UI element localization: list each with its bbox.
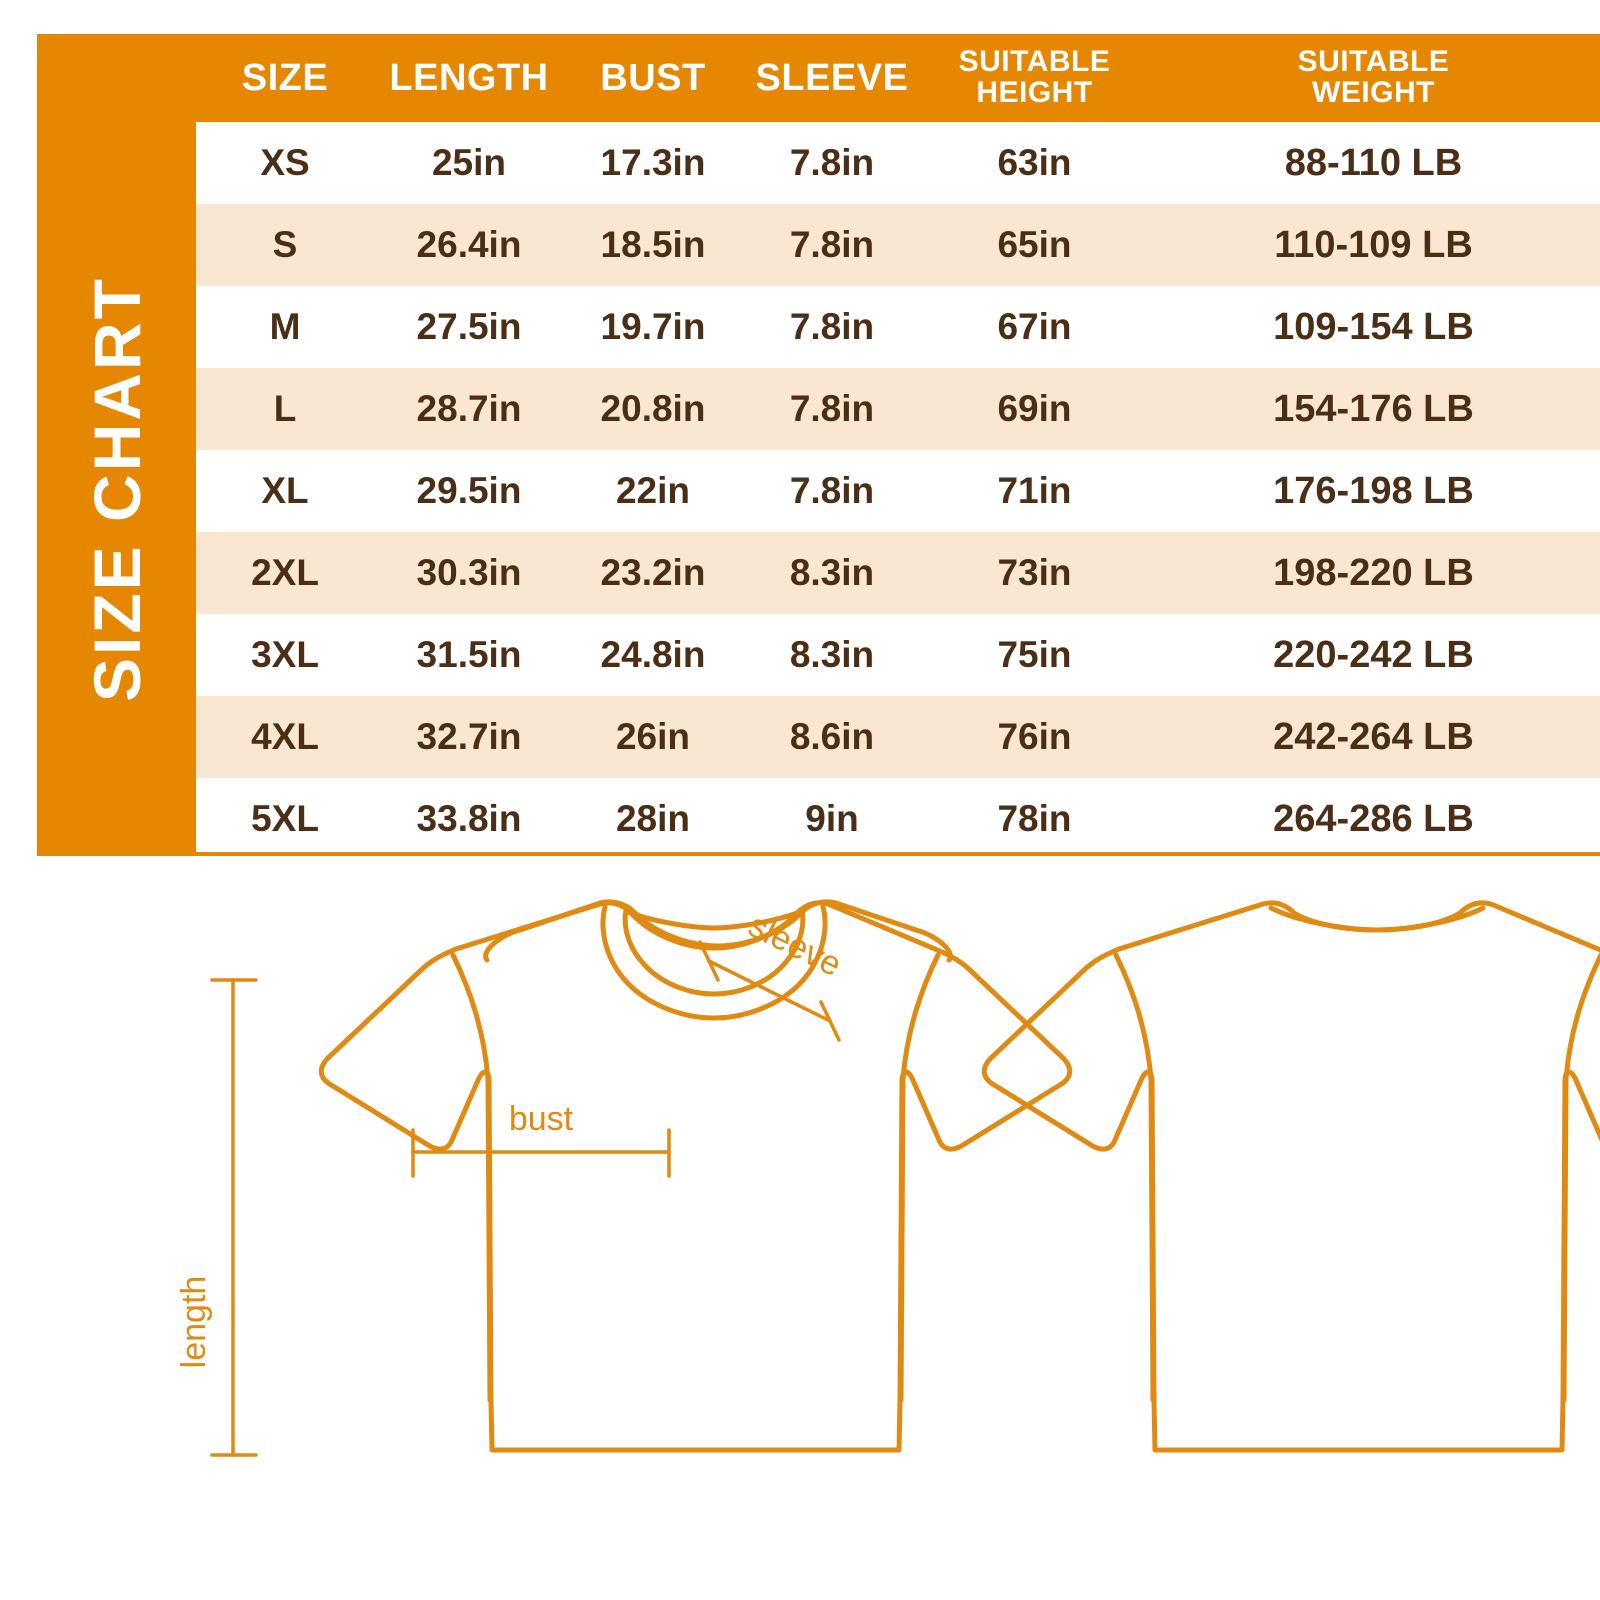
column-header-size: SIZE [241, 56, 329, 99]
length-label: length [175, 1276, 213, 1369]
sleeve-tick-end [819, 1000, 841, 1042]
cell-sleeve: 8.3in [789, 552, 875, 593]
cell-size: 3XL [251, 634, 319, 675]
cell-suitable-height: 67in [997, 306, 1072, 347]
cell-size: L [273, 388, 297, 429]
column-header-bust: BUST [600, 56, 706, 99]
table-row: 5XL 33.8in 28in 9in 78in 264-286 LB [196, 778, 1600, 860]
table-body: XS 25in 17.3in 7.8in 63in 88-110 LB S 26.4in 18.… [196, 122, 1600, 860]
tshirt-front-neckline-inner [622, 907, 806, 997]
tshirt-front-outline [483, 899, 953, 963]
cell-suitable-weight: 220-242 LB [1273, 633, 1474, 676]
tshirt-back-right-armhole-seam [1561, 952, 1600, 1403]
column-header-suitable-weight-line1: SUITABLE [1297, 45, 1450, 79]
cell-length: 31.5in [416, 634, 522, 675]
column-header-length: LENGTH [389, 56, 549, 99]
table-row: XL 29.5in 22in 7.8in 71in 176-198 LB [196, 450, 1600, 532]
cell-suitable-height: 65in [997, 224, 1072, 265]
side-label-background [37, 34, 196, 856]
cell-bust: 24.8in [600, 634, 706, 675]
cell-suitable-height: 75in [997, 634, 1072, 675]
cell-bust: 18.5in [600, 224, 706, 265]
table-row: L 28.7in 20.8in 7.8in 69in 154-176 LB [196, 368, 1600, 450]
column-header-suitable-height: SUITABLE HEIGHT [922, 47, 1147, 108]
tshirt-front-right-armhole-seam [898, 952, 941, 1403]
cell-bust: 20.8in [600, 388, 706, 429]
size-chart-vertical-label: SIZE CHART [37, 122, 196, 856]
cell-size: 2XL [251, 552, 319, 593]
cell-sleeve: 7.8in [789, 224, 875, 265]
cell-size: 4XL [251, 716, 319, 757]
cell-sleeve: 7.8in [789, 388, 875, 429]
cell-sleeve: 9in [805, 798, 859, 839]
tshirt-measurement-diagram: sleeve bust length [0, 880, 1600, 1600]
cell-size: 5XL [251, 798, 319, 839]
cell-sleeve: 7.8in [789, 142, 875, 183]
sleeve-dimension-line [707, 959, 832, 1023]
cell-suitable-weight: 198-220 LB [1273, 551, 1474, 594]
tshirt-back-left-armhole-seam [1113, 952, 1156, 1403]
tshirt-front-left-armhole-seam [450, 952, 493, 1403]
cell-sleeve: 7.8in [789, 306, 875, 347]
cell-length: 29.5in [416, 470, 522, 511]
table-row: 2XL 30.3in 23.2in 8.3in 73in 198-220 LB [196, 532, 1600, 614]
cell-suitable-weight: 88-110 LB [1284, 141, 1463, 184]
column-header-suitable-weight-line2: WEIGHT [1312, 76, 1435, 109]
column-header-suitable-weight: SUITABLE WEIGHT [1147, 47, 1600, 108]
tshirt-front-collar-band [625, 909, 803, 931]
cell-suitable-weight: 242-264 LB [1273, 715, 1474, 758]
cell-suitable-height: 78in [997, 798, 1072, 839]
tshirt-back-silhouette [981, 900, 1600, 1453]
cell-suitable-weight: 176-198 LB [1273, 469, 1474, 512]
cell-size: XS [260, 142, 310, 183]
bust-label: bust [509, 1100, 574, 1138]
cell-length: 32.7in [416, 716, 522, 757]
cell-length: 28.7in [416, 388, 522, 429]
table-bottom-rule [196, 852, 1600, 856]
cell-length: 25in [431, 142, 507, 183]
cell-bust: 22in [615, 470, 691, 511]
cell-suitable-weight: 264-286 LB [1273, 797, 1474, 840]
cell-suitable-height: 63in [997, 142, 1072, 183]
table-row: XS 25in 17.3in 7.8in 63in 88-110 LB [196, 122, 1600, 204]
table-header-row: SIZE LENGTH BUST SLEEVE SUITABLE HEIGHT … [196, 34, 1600, 122]
cell-length: 27.5in [416, 306, 522, 347]
column-header-sleeve: SLEEVE [755, 56, 909, 99]
cell-sleeve: 8.6in [789, 716, 875, 757]
cell-bust: 28in [615, 798, 691, 839]
cell-suitable-weight: 109-154 LB [1273, 305, 1474, 348]
column-header-suitable-height-line2: HEIGHT [976, 76, 1093, 109]
cell-bust: 23.2in [600, 552, 706, 593]
cell-size: M [269, 306, 301, 347]
cell-length: 33.8in [416, 798, 522, 839]
sleeve-tick-start [698, 940, 720, 982]
cell-suitable-weight: 154-176 LB [1273, 387, 1474, 430]
cell-sleeve: 8.3in [789, 634, 875, 675]
cell-length: 30.3in [416, 552, 522, 593]
table-row: 3XL 31.5in 24.8in 8.3in 75in 220-242 LB [196, 614, 1600, 696]
size-table: SIZE LENGTH BUST SLEEVE SUITABLE HEIGHT … [196, 34, 1600, 860]
table-row: 4XL 32.7in 26in 8.6in 76in 242-264 LB [196, 696, 1600, 778]
size-chart-panel: SIZE CHART SIZE LENGTH BUST SLEEVE SUITA… [37, 34, 1600, 860]
tshirt-back-collar-band [1268, 905, 1486, 933]
cell-size: S [272, 224, 298, 265]
tshirt-front-neckline-outer [600, 904, 828, 1021]
cell-suitable-height: 73in [997, 552, 1072, 593]
cell-suitable-height: 71in [997, 470, 1072, 511]
column-header-suitable-height-line1: SUITABLE [958, 45, 1111, 79]
size-chart-label-text: SIZE CHART [79, 276, 154, 702]
table-row: S 26.4in 18.5in 7.8in 65in 110-109 LB [196, 204, 1600, 286]
cell-bust: 17.3in [600, 142, 706, 183]
cell-size: XL [261, 470, 309, 511]
tshirt-front-silhouette [318, 900, 1073, 1453]
cell-suitable-weight: 110-109 LB [1274, 223, 1473, 266]
cell-length: 26.4in [416, 224, 522, 265]
cell-sleeve: 7.8in [789, 470, 875, 511]
cell-bust: 26in [615, 716, 691, 757]
cell-suitable-height: 69in [997, 388, 1072, 429]
cell-bust: 19.7in [600, 306, 706, 347]
cell-suitable-height: 76in [997, 716, 1072, 757]
table-row: M 27.5in 19.7in 7.8in 67in 109-154 LB [196, 286, 1600, 368]
